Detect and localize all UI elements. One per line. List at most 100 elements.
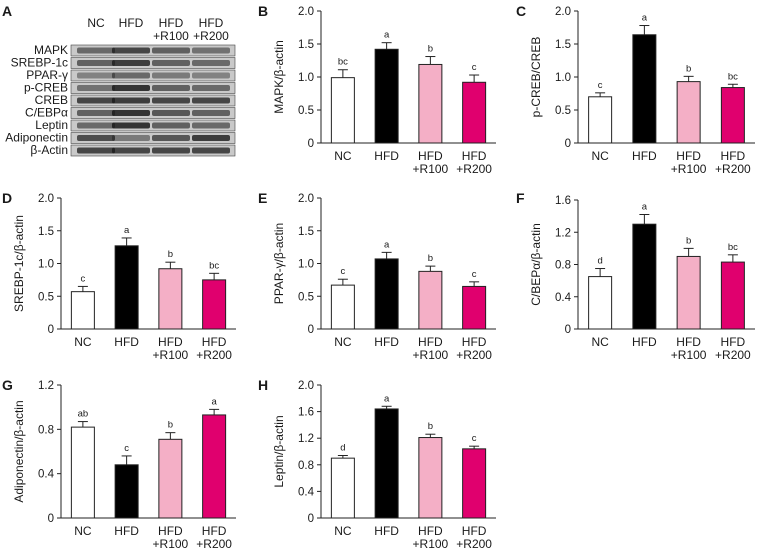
y-tick-label: 0.5 [38, 291, 54, 303]
y-axis-label: p-CREB/CREB [529, 37, 543, 118]
significance-letter: ab [78, 409, 89, 420]
significance-letter: a [384, 239, 390, 250]
blot-row-label: C/EBPα [25, 106, 68, 120]
bar [462, 285, 487, 330]
panel-g-chart: G 0 0.4 0.8 1.2 Adiponectin/β-actin ab NC c HFD b H… [2, 377, 236, 549]
significance-letter: c [472, 269, 477, 280]
bar [462, 81, 487, 144]
blot-band [77, 110, 115, 116]
panel-label: B [258, 3, 268, 19]
x-tick-label: NC [591, 335, 609, 349]
x-tick-label: +R100 [671, 348, 707, 362]
x-tick-label: +R100 [153, 537, 189, 549]
significance-letter: bc [338, 57, 348, 68]
bar [676, 255, 701, 330]
blot-strip [70, 69, 236, 82]
bar [418, 270, 443, 330]
blot-band [112, 147, 150, 154]
y-axis-label: C/BEPα/β-actin [529, 223, 543, 306]
significance-letter: c [598, 80, 603, 91]
blot-band [77, 122, 115, 129]
y-axis-label: MAPK/β-actin [272, 40, 286, 114]
blot-lane-header: HFD [159, 16, 184, 30]
blot-band [77, 147, 115, 154]
bar [374, 408, 399, 519]
y-tick-label: 2.0 [298, 193, 314, 205]
bar [632, 223, 657, 330]
x-tick-label: +R100 [671, 162, 707, 176]
x-tick-label: HFD [158, 335, 183, 349]
y-tick-label: 1.0 [298, 72, 314, 84]
blot-row-label: CREB [35, 93, 68, 107]
y-tick-label: 2.0 [298, 380, 314, 392]
significance-letter: bc [209, 260, 219, 271]
bar [588, 96, 613, 144]
blot-lane-header: +R200 [193, 29, 229, 43]
significance-letter: b [428, 421, 433, 432]
y-tick-label: 0.8 [555, 260, 571, 272]
bar [202, 279, 227, 330]
x-tick-label: HFD [418, 524, 443, 538]
y-tick-label: 0.4 [555, 292, 572, 304]
bar [158, 438, 183, 519]
y-tick-label: 0.4 [38, 469, 55, 481]
y-tick-label: 1.0 [555, 72, 571, 84]
x-tick-label: NC [74, 335, 92, 349]
blot-row-label: Adiponectin [5, 131, 68, 145]
bar [202, 414, 227, 519]
bar [374, 48, 399, 144]
bar [676, 81, 701, 144]
blot-band [77, 60, 115, 66]
y-tick-label: 0 [308, 138, 314, 150]
y-tick-label: 1.6 [298, 407, 314, 419]
blot-band [112, 110, 150, 116]
blot-row-label: Leptin [35, 118, 68, 132]
significance-letter: b [168, 249, 173, 260]
blot-band [192, 122, 230, 129]
blot-band [112, 122, 150, 129]
significance-letter: d [597, 256, 602, 267]
blot-band [152, 122, 190, 129]
x-tick-label: +R200 [715, 348, 751, 362]
significance-letter: b [428, 253, 433, 264]
significance-letter: b [428, 44, 433, 55]
x-tick-label: +R200 [715, 162, 751, 176]
x-tick-label: HFD [721, 149, 746, 163]
y-tick-label: 0.4 [298, 486, 315, 498]
y-axis-label: SREBP-1c/β-actin [12, 215, 26, 312]
y-tick-label: 0.5 [555, 105, 571, 117]
x-tick-label: HFD [114, 335, 139, 349]
blot-band [192, 47, 230, 54]
blot-row-label: MAPK [34, 43, 68, 57]
blot-lane-header: HFD [199, 16, 224, 30]
blot-band [152, 47, 190, 54]
x-tick-label: HFD [462, 335, 487, 349]
blot-band [77, 85, 115, 91]
x-tick-label: HFD [202, 335, 227, 349]
bar [462, 448, 487, 519]
significance-letter: a [384, 30, 390, 41]
blot-band [152, 110, 190, 116]
x-tick-label: HFD [418, 149, 443, 163]
significance-letter: a [384, 393, 390, 404]
panel-a-western-blot: ANC HFD HFD+R100HFD+R200MAPKSREBP-1cPPAR-γ… [2, 3, 236, 157]
blot-band [112, 85, 150, 91]
blot-band [152, 135, 190, 141]
blot-band [192, 85, 230, 91]
blot-band [152, 85, 190, 91]
x-tick-label: HFD [632, 149, 657, 163]
blot-band [192, 135, 230, 141]
x-tick-label: NC [591, 149, 609, 163]
blot-row-label: SREBP-1c [11, 56, 68, 70]
blot-row-label: p-CREB [24, 81, 68, 95]
x-tick-label: HFD [721, 335, 746, 349]
bar [418, 63, 443, 144]
blot-band [152, 72, 190, 79]
x-tick-label: HFD [676, 335, 701, 349]
bar [70, 291, 95, 330]
blot-band [112, 135, 150, 141]
y-tick-label: 1.5 [38, 226, 54, 238]
y-tick-label: 1.0 [298, 259, 314, 271]
x-tick-label: HFD [462, 524, 487, 538]
